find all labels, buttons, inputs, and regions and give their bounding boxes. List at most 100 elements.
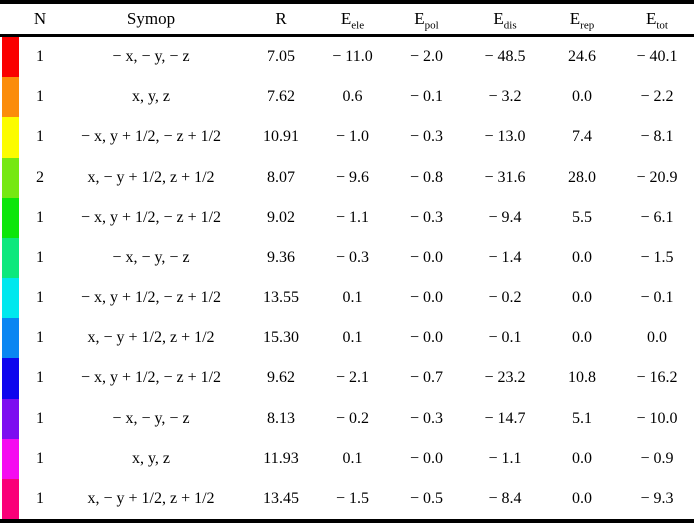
cell-e-ele: − 11.0 [332,48,373,66]
cell-n: 1 [36,329,44,347]
cell-r: 9.02 [267,208,295,226]
color-swatch-cell [0,197,22,238]
cell-e-rep: 0.0 [572,88,592,106]
cell-e-dis: − 31.6 [484,168,526,186]
cell-n: 1 [36,369,44,387]
cell-e-dis: − 0.1 [488,329,522,347]
cell-e-ele: 0.1 [342,289,363,307]
cell-e-dis: − 13.0 [484,128,526,146]
cell-e-tot: − 9.3 [640,489,674,507]
e-tot-sub: tot [656,19,668,32]
cell-n: 1 [36,248,44,266]
cell-e-ele: − 2.1 [335,369,370,387]
table-header-row: N Symop R Eele Epol Edis Erep Etot [0,4,694,37]
column-header-symop: Symop [126,9,176,28]
cell-e-ele: − 1.5 [335,489,370,507]
cell-e-ele: − 1.0 [335,128,370,146]
color-swatch-cell [0,278,22,319]
table-row[interactable]: 1 x, − y + 1/2, z + 1/2 15.30 0.1 − 0.0 … [0,318,694,359]
cell-e-rep: 0.0 [572,329,592,347]
cell-e-tot: − 40.1 [636,48,678,66]
color-swatch [2,438,19,479]
cell-r: 13.55 [263,289,299,307]
color-swatch [2,478,19,520]
table-row[interactable]: 1 − x, − y, − z 9.36 − 0.3 − 0.0 − 1.4 0… [0,237,694,279]
table-body: 1 − x, − y, − z 7.05 − 11.0 − 2.0 − 48.5… [0,37,694,520]
cell-symop: − x, − y, − z [112,48,190,66]
cell-symop: x, − y + 1/2, z + 1/2 [87,329,215,347]
color-swatch-cell [0,478,22,520]
cell-e-tot: − 16.2 [636,369,678,387]
e-rep-sub: rep [580,19,595,32]
cell-e-tot: − 2.2 [640,88,674,106]
cell-n: 1 [36,48,44,66]
cell-e-dis: − 0.2 [488,289,522,307]
cell-symop: x, y, z [131,449,171,467]
cell-r: 15.30 [263,329,299,347]
column-header-r: R [275,9,287,28]
cell-e-dis: − 3.2 [488,88,522,106]
cell-e-tot: − 8.1 [640,128,674,146]
cell-e-rep: 24.6 [568,48,596,66]
cell-symop: − x, y + 1/2, − z + 1/2 [80,128,222,146]
color-swatch [2,237,19,279]
color-swatch-cell [0,157,22,198]
cell-e-tot: − 10.0 [636,409,678,427]
cell-r: 8.07 [267,168,295,186]
color-swatch [2,278,19,319]
column-header-e-dis: Edis [466,9,544,32]
table-row[interactable]: 2 x, − y + 1/2, z + 1/2 8.07 − 9.6 − 0.8… [0,157,694,198]
cell-e-rep: 7.4 [572,128,592,146]
e-ele-main: E [340,9,352,28]
cell-e-dis: − 8.4 [488,489,522,507]
cell-e-rep: 0.0 [572,489,592,507]
e-dis-sub: dis [503,19,517,32]
table-row[interactable]: 1 − x, y + 1/2, − z + 1/2 9.02 − 1.1 − 0… [0,197,694,238]
table-row[interactable]: 1 − x, − y, − z 8.13 − 0.2 − 0.3 − 14.7 … [0,398,694,439]
cell-e-dis: − 9.4 [488,208,522,226]
cell-n: 1 [36,449,44,467]
color-swatch [2,77,19,118]
cell-e-dis: − 23.2 [484,369,526,387]
cell-e-pol: − 0.7 [409,369,444,387]
cell-e-ele: − 0.2 [335,409,370,427]
color-swatch-cell [0,398,22,439]
cell-e-ele: − 1.1 [335,208,370,226]
cell-symop: x, − y + 1/2, z + 1/2 [87,489,215,507]
cell-e-pol: − 0.0 [409,449,444,467]
cell-symop: − x, − y, − z [112,409,190,427]
table-row[interactable]: 1 − x, y + 1/2, − z + 1/2 10.91 − 1.0 − … [0,117,694,158]
table-row[interactable]: 1 x, y, z 11.93 0.1 − 0.0 − 1.1 0.0 − 0.… [0,438,694,479]
color-swatch-cell [0,77,22,118]
table-row[interactable]: 1 − x, − y, − z 7.05 − 11.0 − 2.0 − 48.5… [0,37,694,78]
cell-e-rep: 0.0 [572,449,592,467]
cell-e-dis: − 1.4 [488,248,522,266]
cell-r: 7.62 [267,88,295,106]
color-swatch [2,318,19,359]
table-row[interactable]: 1 − x, y + 1/2, − z + 1/2 9.62 − 2.1 − 0… [0,358,694,399]
cell-r: 13.45 [263,489,299,507]
table-row[interactable]: 1 x, − y + 1/2, z + 1/2 13.45 − 1.5 − 0.… [0,478,694,520]
color-swatch [2,358,19,399]
cell-e-pol: − 0.0 [409,329,444,347]
color-swatch-cell [0,117,22,158]
cell-e-pol: − 0.3 [409,409,444,427]
cell-e-rep: 0.0 [572,289,592,307]
cell-n: 1 [36,289,44,307]
cell-symop: − x, − y, − z [112,248,190,266]
e-ele-sub: ele [351,19,365,32]
table-row[interactable]: 1 x, y, z 7.62 0.6 − 0.1 − 3.2 0.0 − 2.2 [0,77,694,118]
cell-e-ele: 0.1 [342,449,363,467]
color-swatch-cell [0,318,22,359]
color-swatch [2,398,19,439]
cell-n: 1 [36,409,44,427]
cell-n: 1 [36,208,44,226]
cell-e-tot: − 0.1 [640,289,674,307]
color-swatch-cell [0,37,22,78]
table-row[interactable]: 1 − x, y + 1/2, − z + 1/2 13.55 0.1 − 0.… [0,278,694,319]
cell-e-ele: − 9.6 [335,168,370,186]
color-swatch [2,197,19,238]
color-swatch-cell [0,438,22,479]
e-rep-main: E [569,9,581,28]
cell-e-tot: − 0.9 [640,449,674,467]
